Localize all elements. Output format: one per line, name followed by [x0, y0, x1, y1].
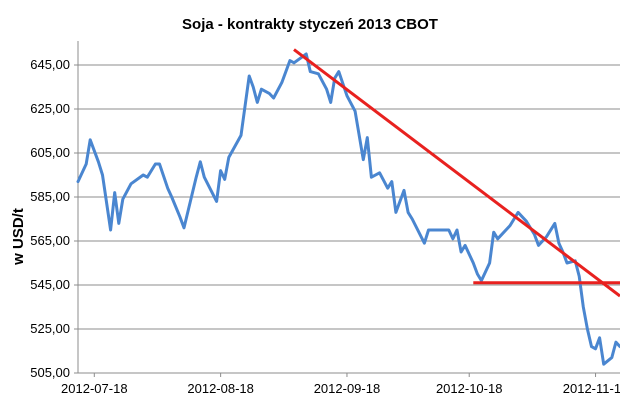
- y-tick-label: 585,00: [30, 189, 70, 204]
- y-tick-label: 545,00: [30, 277, 70, 292]
- y-tick-label: 645,00: [30, 57, 70, 72]
- annotations: [293, 48, 620, 298]
- grid-lines: [78, 64, 620, 374]
- price-series-line: [76, 52, 620, 366]
- x-tick-label: 2012-11-18: [563, 381, 620, 396]
- x-axis-ticks: 2012-07-18 2012-08-18 2012-09-18 2012-10-18…: [61, 373, 620, 396]
- x-tick-label: 2012-10-18: [436, 381, 503, 396]
- y-tick-label: 605,00: [30, 145, 70, 160]
- axes: [77, 41, 620, 374]
- y-tick-label: 525,00: [30, 321, 70, 336]
- x-tick-label: 2012-08-18: [187, 381, 254, 396]
- y-tick-label: 565,00: [30, 233, 70, 248]
- x-tick-label: 2012-07-18: [61, 381, 128, 396]
- series-group: [76, 52, 620, 366]
- y-axis-ticks: 645,00 625,00 605,00 585,00 565,00 545,00 525,…: [30, 57, 78, 380]
- x-tick-label: 2012-09-18: [314, 381, 381, 396]
- chart-title: Soja - kontrakty styczeń 2013 CBOT: [182, 16, 438, 33]
- downtrend-line: [293, 48, 620, 298]
- y-tick-label: 625,00: [30, 101, 70, 116]
- y-tick-label: 505,00: [30, 365, 70, 380]
